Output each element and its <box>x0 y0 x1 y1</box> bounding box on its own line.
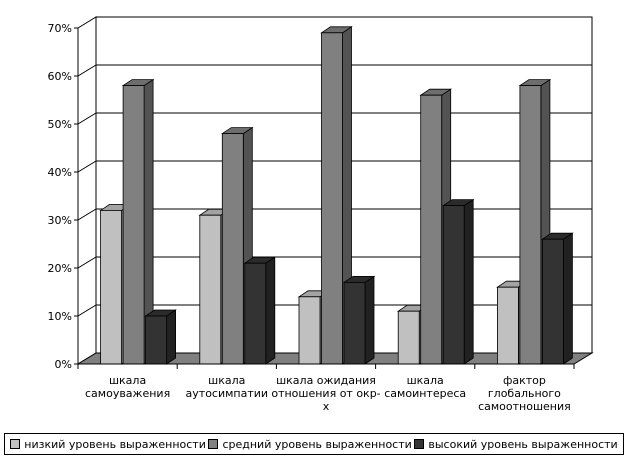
bar-mid <box>321 32 343 365</box>
x-tick-label: шкала аутосимпатии <box>186 374 269 400</box>
bar-mid <box>420 94 443 365</box>
legend-item-high: высокий уровень выраженности <box>414 437 618 451</box>
x-tick-label: шкала ожидания отношения от окр-х <box>271 374 380 413</box>
y-tick-label: 20% <box>48 262 72 275</box>
x-tick-label: шкала самоуважения <box>85 374 170 400</box>
y-tick-label: 10% <box>48 310 72 323</box>
gridline-side <box>77 208 97 221</box>
x-tick-label: шкала самоинтереса <box>384 374 466 400</box>
bar-low <box>298 296 321 365</box>
bar-mid <box>519 85 542 365</box>
bar-mid <box>221 133 244 365</box>
legend-label-low: низкий уровень выраженности <box>24 437 206 451</box>
bar-side <box>463 198 474 365</box>
y-tick-label: 60% <box>48 70 72 83</box>
legend-swatch-mid <box>208 439 219 449</box>
legend-item-mid: средний уровень выраженности <box>208 437 412 451</box>
chart-svg: 0% 10% 20% 30% 40% 50% 60% 70% шкала самоуважения… <box>48 16 594 413</box>
gridline-side <box>77 160 97 173</box>
y-tick-label: 40% <box>48 166 72 179</box>
bar-high <box>145 315 168 365</box>
legend: низкий уровень выраженности средний уров… <box>4 433 624 455</box>
bar-high <box>542 238 564 365</box>
bar-side <box>364 275 375 365</box>
y-tick-label: 30% <box>48 214 72 227</box>
bar-low <box>397 310 420 365</box>
gridline-side <box>77 112 97 125</box>
bar-side <box>265 256 276 365</box>
bar-low <box>100 209 122 365</box>
legend-swatch-low <box>10 439 21 449</box>
bar-high <box>442 205 465 365</box>
legend-label-mid: средний уровень выраженности <box>222 437 412 451</box>
gridline-side <box>77 256 97 269</box>
y-tick-label: 70% <box>48 22 72 35</box>
gridline-side <box>77 304 97 317</box>
x-tick-label: фактор глобального самоотношения <box>478 374 571 413</box>
bar-low <box>496 286 519 365</box>
bar-mid <box>122 85 145 365</box>
y-tick-label: 0% <box>55 358 72 371</box>
side-wall <box>77 16 97 365</box>
legend-label-high: высокий уровень выраженности <box>428 437 618 451</box>
bar-side <box>563 232 573 365</box>
legend-swatch-high <box>414 439 425 449</box>
bar-high <box>244 262 267 365</box>
bar-low <box>199 214 222 365</box>
bar-side <box>166 309 177 365</box>
y-tick-label: 50% <box>48 118 72 131</box>
bar-high <box>343 281 366 365</box>
gridline-side <box>77 64 97 77</box>
legend-item-low: низкий уровень выраженности <box>10 438 206 451</box>
